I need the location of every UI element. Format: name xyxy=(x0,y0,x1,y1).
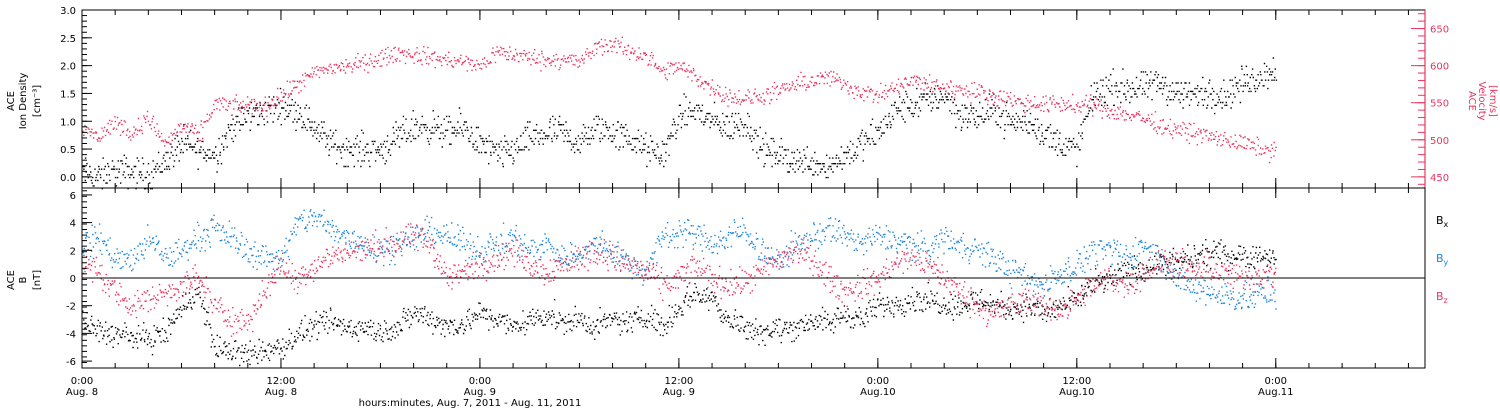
date-tick-label: Aug.10 xyxy=(860,387,895,398)
time-tick-label: 12:00 xyxy=(664,376,693,387)
velocity-axis-tick-label: 550 xyxy=(1430,99,1449,110)
density-axis-tick-label: 2.0 xyxy=(60,62,76,73)
time-tick-label: 12:00 xyxy=(267,376,296,387)
density-axis-tick-label: 1.5 xyxy=(60,89,76,100)
density-axis-tick-label: 2.5 xyxy=(60,34,76,45)
velocity-axis-tick-label: 600 xyxy=(1430,62,1449,73)
velocity-axis-tick-label: 650 xyxy=(1430,25,1449,36)
field-axis-tick-label: 4 xyxy=(70,219,76,230)
magnetic-field-panel: -6 -4 -2 0 2 4 6 xyxy=(66,187,1426,369)
date-tick-label: Aug.10 xyxy=(1059,387,1094,398)
density-axis-label-line2: Ion Density xyxy=(18,73,29,130)
density-axis-unit: [cm⁻³] xyxy=(32,85,43,117)
field-axis-label-line2: B xyxy=(18,276,29,283)
field-axis-tick-label: 6 xyxy=(70,191,76,202)
date-tick-label: Aug. 9 xyxy=(663,387,695,398)
date-tick-label: Aug.11 xyxy=(1258,387,1293,398)
density-velocity-points xyxy=(82,36,1278,190)
time-tick-label: 12:00 xyxy=(1062,376,1091,387)
velocity-axis-unit: [km/s] xyxy=(1487,85,1498,117)
field-axis-tick-label: 2 xyxy=(70,246,76,257)
legend-bz-subscript: z xyxy=(1444,296,1448,305)
density-velocity-panel: 0.0 0.5 1.0 1.5 2.0 2.5 3.0 450 500 550 600 650 xyxy=(60,6,1449,189)
legend: Bx By Bz xyxy=(1436,214,1449,305)
density-axis-tick-label: 0.0 xyxy=(60,173,76,184)
velocity-axis-tick-label: 450 xyxy=(1430,173,1449,184)
time-tick-label: 0:00 xyxy=(71,376,93,387)
ion-density-points xyxy=(82,57,1278,190)
legend-bx-subscript: x xyxy=(1444,220,1449,229)
time-tick-label: 0:00 xyxy=(867,376,889,387)
velocity-axis-label-line2: Velocity xyxy=(1476,81,1487,120)
field-axis-tick-label: -6 xyxy=(66,357,76,368)
by-points xyxy=(82,209,1277,310)
density-axis-tick-label: 0.5 xyxy=(60,145,76,156)
magnetic-field-points xyxy=(82,209,1277,367)
legend-bz: Bz xyxy=(1436,290,1448,305)
velocity-points xyxy=(82,36,1277,164)
date-tick-label: Aug. 8 xyxy=(265,387,297,398)
density-axis-tick-label: 3.0 xyxy=(60,6,76,17)
field-axis-unit: [nT] xyxy=(32,270,43,290)
time-tick-label: 0:00 xyxy=(1265,376,1287,387)
time-tick-label: 0:00 xyxy=(469,376,491,387)
field-axis-tick-label: -2 xyxy=(66,302,76,313)
date-tick-label: Aug. 9 xyxy=(464,387,496,398)
density-axis-tick-label: 1.0 xyxy=(60,117,76,128)
panel-frame xyxy=(81,9,1426,189)
legend-by-subscript: y xyxy=(1444,258,1449,267)
bx-points xyxy=(82,239,1277,367)
legend-by: By xyxy=(1436,252,1449,267)
field-axis-label-line1: ACE xyxy=(6,270,17,290)
field-axis-tick-label: -4 xyxy=(66,329,76,340)
density-axis-label-line1: ACE xyxy=(6,91,17,111)
date-tick-label: Aug. 8 xyxy=(66,387,98,398)
time-axis-title: hours:minutes, Aug. 7, 2011 - Aug. 11, 2… xyxy=(359,398,582,409)
legend-bx: Bx xyxy=(1436,214,1449,229)
field-axis-tick-label: 0 xyxy=(70,274,76,285)
velocity-axis-tick-label: 500 xyxy=(1430,136,1449,147)
velocity-axis-label-line1: ACE xyxy=(1466,91,1477,111)
